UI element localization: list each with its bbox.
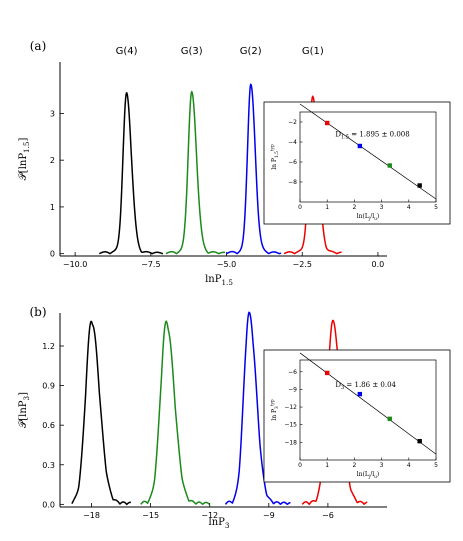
peak-label: G(1) xyxy=(302,46,324,57)
inset-y-tick-label: −8 xyxy=(288,179,297,186)
series-line xyxy=(224,311,291,506)
inset-x-tick-label: 5 xyxy=(434,204,438,211)
inset-x-tick-label: 2 xyxy=(352,204,356,211)
x-tick-label: −15 xyxy=(142,511,159,520)
inset-x-tick-label: 4 xyxy=(407,462,411,469)
inset-frame xyxy=(263,101,451,225)
inset-y-tick-label: −2 xyxy=(288,119,297,126)
x-axis-title: lnP3 xyxy=(209,517,230,530)
x-tick-label: −5.0 xyxy=(217,260,236,269)
series-line xyxy=(165,90,226,255)
series-line xyxy=(301,319,368,506)
inset-point xyxy=(417,183,422,188)
inset-x-tick-label: 1 xyxy=(325,462,329,469)
panel-label: (a) xyxy=(30,39,47,53)
series-line xyxy=(226,83,282,255)
x-tick-label: −6 xyxy=(322,511,334,520)
x-tick-label: −2.5 xyxy=(293,260,312,269)
panel-b: (b) −18 −15 −12 −9 −6 0.0 0.3 0.6 0.9 1.2 lnP3 𝒫[lnP… xyxy=(18,305,451,530)
y-tick-label: 0.9 xyxy=(42,382,55,391)
y-axis-title-group: 𝒫[lnP3] xyxy=(18,392,31,428)
inset-x-tick-label: 0 xyxy=(298,462,302,469)
peak-label: G(2) xyxy=(240,46,262,57)
inset-x-tick-label: 2 xyxy=(352,462,356,469)
inset-point xyxy=(387,416,392,422)
inset-x-tick-label: 3 xyxy=(380,462,384,469)
inset-point xyxy=(417,438,422,444)
x-tick-label: −10.0 xyxy=(63,260,88,269)
y-axis-title: 𝒫[lnP1.5] xyxy=(18,137,31,180)
inset-point xyxy=(325,370,330,376)
inset-x-title: ln(Lj/lu) xyxy=(357,471,380,480)
y-tick-label: 3 xyxy=(50,109,55,118)
inset-annotation: D3 = 1.86 ± 0.04 xyxy=(335,381,396,391)
inset-y-title-group: ln P1.5typ xyxy=(270,144,280,170)
inset-y-title-group: ln P3typ xyxy=(270,399,280,421)
y-axis-title: 𝒫[lnP3] xyxy=(18,392,31,428)
panel-a: (a) −10.0 −7.5 −5.0 −2.5 0.0 0 1 2 3 lnP1.5 𝒫[lnP1.… xyxy=(18,39,451,287)
y-tick-label: 0.0 xyxy=(42,500,55,509)
x-tick-label: −7.5 xyxy=(141,260,160,269)
inset-point xyxy=(357,391,363,397)
x-tick-label: 0.0 xyxy=(372,260,385,269)
inset-x-tick-label: 1 xyxy=(325,204,329,211)
y-tick-label: 1.2 xyxy=(42,342,55,351)
inset-plot: 0 1 2 3 4 5 −6 −9 −12 −15 −18 D3 = 1.86 ± 0.04 ln(Lj… xyxy=(263,349,451,483)
inset-x-tick-label: 5 xyxy=(434,462,438,469)
series-line xyxy=(99,92,163,255)
x-tick-label: −9 xyxy=(263,511,275,520)
y-tick-label: 2 xyxy=(50,156,55,165)
inset-y-tick-label: −12 xyxy=(284,404,297,411)
inset-x-tick-label: 4 xyxy=(407,204,411,211)
inset-y-title: ln P1.5typ xyxy=(270,144,280,170)
inset-y-tick-label: −18 xyxy=(284,439,297,446)
series-line xyxy=(283,95,342,255)
inset-axes xyxy=(299,359,437,461)
y-tick-label: 1 xyxy=(50,203,55,212)
peak-label: G(3) xyxy=(181,46,203,57)
inset-y-tick-label: −4 xyxy=(288,139,297,146)
x-tick-label: −12 xyxy=(201,511,218,520)
inset-y-tick-label: −6 xyxy=(288,159,297,166)
inset-axes xyxy=(299,111,437,203)
x-tick-label: −18 xyxy=(83,511,100,520)
series-line xyxy=(71,320,132,506)
y-tick-label: 0.6 xyxy=(42,421,55,430)
inset-plot: 0 1 2 3 4 5 −2 −4 −6 −8 D1.5 = 1.895 ± 0.008 ln(Lj/… xyxy=(263,101,451,225)
inset-fit-line xyxy=(299,352,437,455)
inset-point xyxy=(357,143,363,149)
peak-label: G(4) xyxy=(116,46,138,57)
y-tick-label: 0.3 xyxy=(42,461,55,470)
inset-point xyxy=(387,163,392,168)
x-axis-title: lnP1.5 xyxy=(205,274,233,287)
series-line xyxy=(140,320,210,506)
inset-point xyxy=(325,120,330,126)
inset-y-title: ln P3typ xyxy=(270,399,280,421)
inset-y-tick-label: −6 xyxy=(288,369,297,376)
y-tick-label: 0 xyxy=(50,250,55,259)
inset-y-tick-label: −15 xyxy=(284,422,297,429)
panel-label: (b) xyxy=(29,305,46,319)
inset-x-tick-label: 3 xyxy=(380,204,384,211)
inset-annotation: D1.5 = 1.895 ± 0.008 xyxy=(335,130,409,140)
inset-x-title: ln(Lj/lu) xyxy=(357,213,380,222)
inset-y-tick-label: −9 xyxy=(288,386,297,393)
inset-x-tick-label: 0 xyxy=(298,204,302,211)
inset-fit-line xyxy=(299,103,437,200)
y-axis-title-group: 𝒫[lnP1.5] xyxy=(18,137,31,180)
